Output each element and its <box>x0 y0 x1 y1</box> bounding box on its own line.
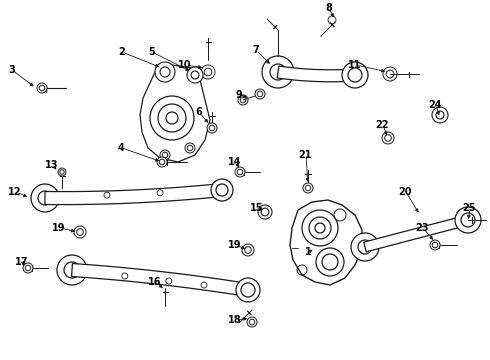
Circle shape <box>247 317 257 327</box>
Circle shape <box>455 207 481 233</box>
Text: 9: 9 <box>235 90 242 100</box>
Circle shape <box>430 240 440 250</box>
Circle shape <box>155 62 175 82</box>
Circle shape <box>236 278 260 302</box>
Text: 8: 8 <box>325 3 332 13</box>
Text: 13: 13 <box>45 160 58 170</box>
Circle shape <box>383 67 397 81</box>
Circle shape <box>160 150 170 160</box>
Text: 25: 25 <box>462 203 475 213</box>
Circle shape <box>211 179 233 201</box>
Text: 22: 22 <box>375 120 389 130</box>
Text: 19: 19 <box>52 223 66 233</box>
Text: 16: 16 <box>148 277 162 287</box>
Text: 14: 14 <box>228 157 242 167</box>
Circle shape <box>187 67 203 83</box>
Circle shape <box>235 167 245 177</box>
Text: 12: 12 <box>8 187 22 197</box>
Text: 21: 21 <box>298 150 312 160</box>
Circle shape <box>201 65 215 79</box>
Circle shape <box>382 132 394 144</box>
Polygon shape <box>290 200 362 285</box>
Polygon shape <box>72 264 249 296</box>
Circle shape <box>207 123 217 133</box>
Circle shape <box>262 56 294 88</box>
Circle shape <box>316 248 344 276</box>
Text: 10: 10 <box>178 60 192 70</box>
Text: 2: 2 <box>118 47 125 57</box>
Polygon shape <box>364 215 469 252</box>
Text: 6: 6 <box>195 107 202 117</box>
Text: 4: 4 <box>118 143 125 153</box>
Text: 24: 24 <box>428 100 441 110</box>
Text: 19: 19 <box>228 240 242 250</box>
Polygon shape <box>277 66 355 82</box>
Circle shape <box>23 263 33 273</box>
Circle shape <box>74 226 86 238</box>
Circle shape <box>150 96 194 140</box>
Text: 20: 20 <box>398 187 412 197</box>
Circle shape <box>58 168 66 176</box>
Circle shape <box>238 95 248 105</box>
Text: 18: 18 <box>228 315 242 325</box>
Text: 7: 7 <box>252 45 259 55</box>
Circle shape <box>351 233 379 261</box>
Text: 15: 15 <box>250 203 264 213</box>
Circle shape <box>157 157 167 167</box>
Circle shape <box>303 183 313 193</box>
Polygon shape <box>45 184 222 204</box>
Text: 17: 17 <box>15 257 28 267</box>
Circle shape <box>31 184 59 212</box>
Circle shape <box>37 83 47 93</box>
Text: 1: 1 <box>305 247 312 257</box>
Polygon shape <box>140 65 210 162</box>
Text: 23: 23 <box>415 223 428 233</box>
Circle shape <box>185 143 195 153</box>
Text: 11: 11 <box>348 60 362 70</box>
Circle shape <box>57 255 87 285</box>
Circle shape <box>242 244 254 256</box>
Circle shape <box>342 62 368 88</box>
Circle shape <box>432 107 448 123</box>
Circle shape <box>302 210 338 246</box>
Circle shape <box>255 89 265 99</box>
Text: 5: 5 <box>148 47 155 57</box>
Text: 3: 3 <box>8 65 15 75</box>
Circle shape <box>258 205 272 219</box>
